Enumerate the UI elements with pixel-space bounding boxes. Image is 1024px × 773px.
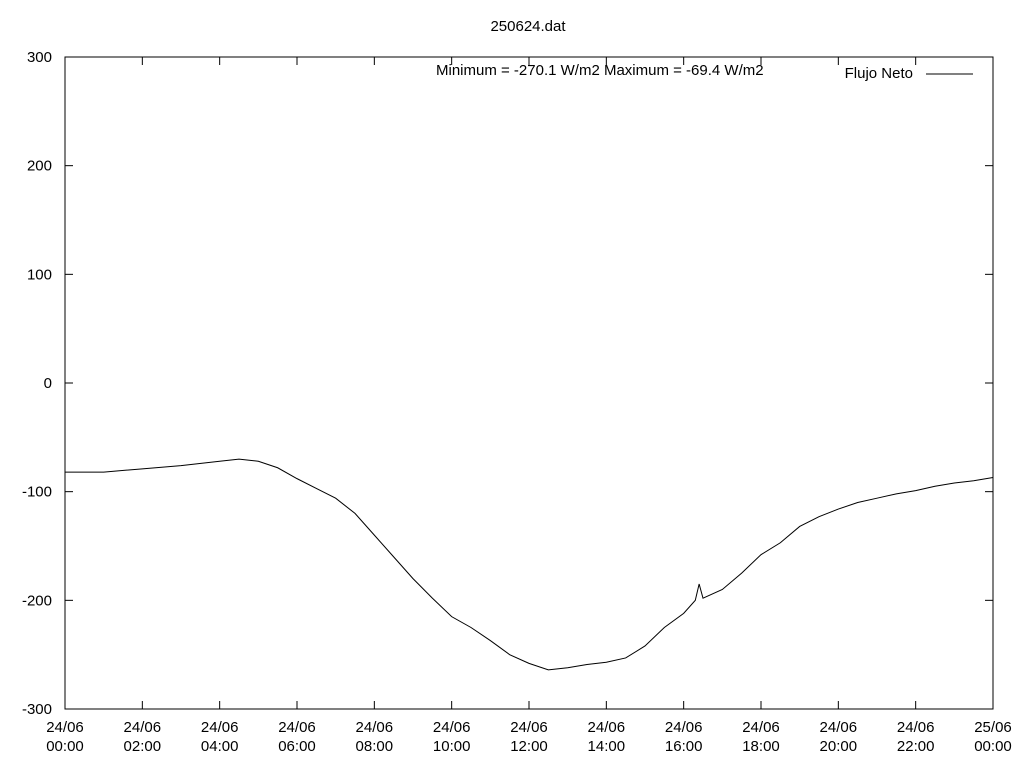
x-tick-label-line: 24/06 bbox=[588, 719, 626, 736]
x-tick-label-line: 06:00 bbox=[278, 738, 316, 755]
x-tick-label: 24/06 12:00 bbox=[510, 719, 548, 755]
x-tick-label: 24/06 10:00 bbox=[433, 719, 471, 755]
x-tick-label: 24/06 18:00 bbox=[742, 719, 780, 755]
x-tick-label-line: 24/06 bbox=[820, 719, 858, 736]
x-tick-label-line: 04:00 bbox=[201, 738, 239, 755]
x-tick-label: 24/06 06:00 bbox=[278, 719, 316, 755]
x-tick-label-line: 24/06 bbox=[46, 719, 84, 736]
x-tick-label: 24/06 16:00 bbox=[665, 719, 703, 755]
x-tick-label: 24/06 22:00 bbox=[897, 719, 935, 755]
x-tick-label: 24/06 08:00 bbox=[356, 719, 394, 755]
x-tick-label-line: 00:00 bbox=[974, 738, 1012, 755]
x-tick-label: 25/06 00:00 bbox=[974, 719, 1012, 755]
x-tick-label-line: 24/06 bbox=[201, 719, 239, 736]
x-tick-label: 24/06 00:00 bbox=[46, 719, 84, 755]
x-tick-label-line: 16:00 bbox=[665, 738, 703, 755]
x-tick-label-line: 18:00 bbox=[742, 738, 780, 755]
x-tick-label-line: 24/06 bbox=[742, 719, 780, 736]
x-tick-label-line: 20:00 bbox=[820, 738, 858, 755]
y-tick-label: -200 bbox=[22, 592, 52, 609]
x-tick-label-line: 24/06 bbox=[278, 719, 316, 736]
x-tick-label-line: 25/06 bbox=[974, 719, 1012, 736]
x-tick-label-line: 24/06 bbox=[665, 719, 703, 736]
series-line bbox=[65, 458, 994, 671]
x-tick-label-line: 24/06 bbox=[897, 719, 935, 736]
x-tick-label-line: 22:00 bbox=[897, 738, 935, 755]
x-tick-label-line: 02:00 bbox=[124, 738, 162, 755]
x-tick-label-line: 24/06 bbox=[124, 719, 162, 736]
y-tick-label: 200 bbox=[27, 158, 52, 175]
x-tick-label-line: 00:00 bbox=[46, 738, 84, 755]
y-tick-label: -300 bbox=[22, 701, 52, 718]
x-tick-label: 24/06 14:00 bbox=[588, 719, 626, 755]
x-tick-label-line: 10:00 bbox=[433, 738, 471, 755]
x-tick-label: 24/06 20:00 bbox=[820, 719, 858, 755]
x-tick-label-line: 08:00 bbox=[356, 738, 394, 755]
x-tick-label: 24/06 02:00 bbox=[124, 719, 162, 755]
x-tick-label-line: 14:00 bbox=[588, 738, 626, 755]
y-tick-label: 0 bbox=[44, 375, 52, 392]
y-tick-label: 300 bbox=[27, 49, 52, 66]
x-tick-label-line: 24/06 bbox=[356, 719, 394, 736]
x-tick-label: 24/06 04:00 bbox=[201, 719, 239, 755]
y-tick-label: -100 bbox=[22, 484, 52, 501]
annotation: Minimum = -270.1 W/m2 Maximum = -69.4 W/… bbox=[436, 62, 764, 79]
chart-title: 250624.dat bbox=[490, 18, 566, 35]
legend-label: Flujo Neto bbox=[845, 65, 913, 82]
x-tick-label-line: 24/06 bbox=[510, 719, 548, 736]
x-tick-label-line: 24/06 bbox=[433, 719, 471, 736]
x-tick-label-line: 12:00 bbox=[510, 738, 548, 755]
y-tick-label: 100 bbox=[27, 266, 52, 283]
